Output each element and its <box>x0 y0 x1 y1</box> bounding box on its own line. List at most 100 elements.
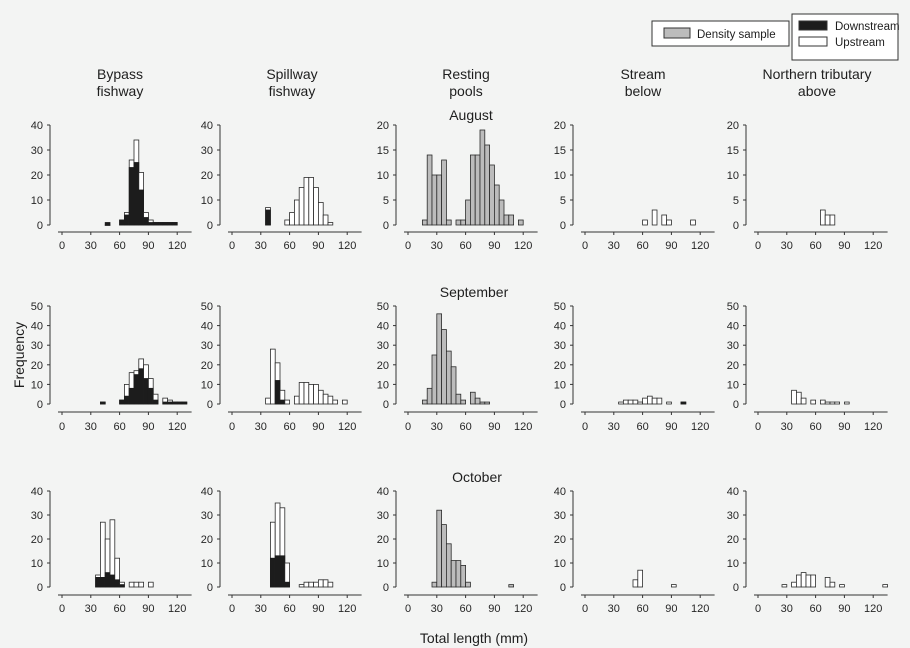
y-tick-label: 0 <box>383 220 389 232</box>
x-tick-label: 90 <box>312 421 324 433</box>
bar-density <box>474 154 481 226</box>
y-tick-label: 20 <box>554 534 566 546</box>
bar-density <box>445 219 452 226</box>
y-tick-label: 20 <box>554 360 566 372</box>
bar-upstream <box>839 584 845 588</box>
y-tick-label: 0 <box>560 399 566 411</box>
panel-september-resting: 0 10 20 30 40 50 0 30 60 90 120 <box>377 301 538 433</box>
y-tick-label: 10 <box>31 195 43 207</box>
bar-upstream <box>820 209 826 226</box>
bar-upstream <box>690 219 696 226</box>
bar-density <box>431 581 438 588</box>
bar-downstream <box>133 162 140 226</box>
y-tick-label: 10 <box>201 195 213 207</box>
x-tick-label: 90 <box>488 421 500 433</box>
panel-august-tributary: 0 5 10 15 20 0 30 60 90 120 <box>727 120 888 252</box>
bar-downstream <box>95 577 101 588</box>
bar-upstream <box>637 569 643 588</box>
bar-density <box>469 391 476 405</box>
x-tick-label: 90 <box>142 240 154 252</box>
bar-downstream <box>104 222 111 226</box>
bar-downstream <box>147 222 154 226</box>
bar-upstream <box>632 579 639 588</box>
panel-august-bypass: 0 10 20 30 40 0 30 60 90 120 <box>31 120 192 252</box>
panel-september-tributary: 0 10 20 30 40 50 0 30 60 90 120 <box>727 301 888 433</box>
bar-downstream <box>104 572 111 588</box>
bar-density <box>431 354 438 405</box>
x-tick-label: 0 <box>59 240 65 252</box>
bar-upstream <box>327 395 334 405</box>
y-tick-label: 40 <box>31 120 43 132</box>
bar-upstream <box>317 202 324 226</box>
panel-october-tributary: 0 10 20 30 40 0 30 60 90 120 <box>727 486 888 615</box>
bar-downstream <box>138 368 145 405</box>
bar-downstream <box>162 222 169 226</box>
bar-upstream <box>632 399 639 405</box>
y-tick-label: 30 <box>31 145 43 157</box>
y-tick-label: 20 <box>201 170 213 182</box>
bar-upstream <box>284 219 290 226</box>
x-tick-label: 0 <box>405 421 411 433</box>
bar-upstream <box>298 584 305 588</box>
y-tick-label: 20 <box>201 360 213 372</box>
panel-september-stream: 0 10 20 30 40 50 0 30 60 90 120 <box>554 301 715 433</box>
x-tick-label: 60 <box>283 240 295 252</box>
panel-october-bypass: 0 10 20 30 40 0 30 60 90 120 <box>31 486 192 615</box>
bar-downstream <box>119 219 125 226</box>
x-tick-label: 0 <box>229 421 235 433</box>
bar-density <box>450 366 457 405</box>
bar-density <box>450 560 457 588</box>
bar-upstream <box>313 581 319 588</box>
bar-density <box>508 584 514 588</box>
x-tick-label: 60 <box>459 240 471 252</box>
bar-density <box>503 214 510 226</box>
y-tick-label: 0 <box>207 399 213 411</box>
y-tick-label: 50 <box>377 301 389 313</box>
x-tick-label: 60 <box>636 603 648 615</box>
bar-upstream <box>810 574 816 588</box>
bar-downstream <box>128 387 135 405</box>
bar-downstream <box>274 380 281 405</box>
y-tick-label: 30 <box>377 510 389 522</box>
bar-downstream <box>265 209 271 226</box>
column-title-resting-2: pools <box>449 83 482 99</box>
bar-downstream <box>133 374 140 405</box>
y-tick-label: 10 <box>727 170 739 182</box>
bar-density <box>489 164 495 226</box>
bar-upstream <box>824 214 831 226</box>
panel-october-stream: 0 10 20 30 40 0 30 60 90 120 <box>554 486 715 615</box>
bar-downstream <box>114 579 121 588</box>
y-tick-label: 40 <box>377 321 389 333</box>
bar-upstream <box>834 401 840 405</box>
bar-downstream <box>279 399 286 405</box>
bar-upstream <box>882 584 888 588</box>
bar-downstream <box>157 222 164 226</box>
y-tick-label: 0 <box>207 582 213 594</box>
panel-september-spillway: 0 10 20 30 40 50 0 30 60 90 120 <box>201 301 362 433</box>
y-tick-label: 10 <box>727 379 739 391</box>
bar-upstream <box>284 399 290 405</box>
bar-upstream <box>656 397 663 405</box>
y-tick-label: 40 <box>727 486 739 498</box>
x-tick-label: 90 <box>838 421 850 433</box>
x-tick-label: 120 <box>864 603 882 615</box>
x-tick-label: 120 <box>168 421 186 433</box>
y-tick-label: 50 <box>31 301 43 313</box>
bar-upstream <box>265 397 271 405</box>
bar-upstream <box>800 572 807 588</box>
y-tick-label: 10 <box>377 170 389 182</box>
column-title-tributary-1: Northern tributary <box>763 66 872 82</box>
bar-downstream <box>176 401 183 405</box>
x-tick-label: 0 <box>59 603 65 615</box>
column-title-bypass-2: fishway <box>97 83 144 99</box>
y-tick-label: 30 <box>201 340 213 352</box>
x-tick-label: 90 <box>665 240 677 252</box>
y-tick-label: 20 <box>554 120 566 132</box>
bar-upstream <box>313 383 319 405</box>
x-tick-label: 90 <box>838 240 850 252</box>
bar-downstream <box>128 167 135 226</box>
y-tick-label: 0 <box>37 399 43 411</box>
y-tick-label: 0 <box>733 220 739 232</box>
bar-upstream <box>666 401 672 405</box>
x-tick-label: 90 <box>142 421 154 433</box>
